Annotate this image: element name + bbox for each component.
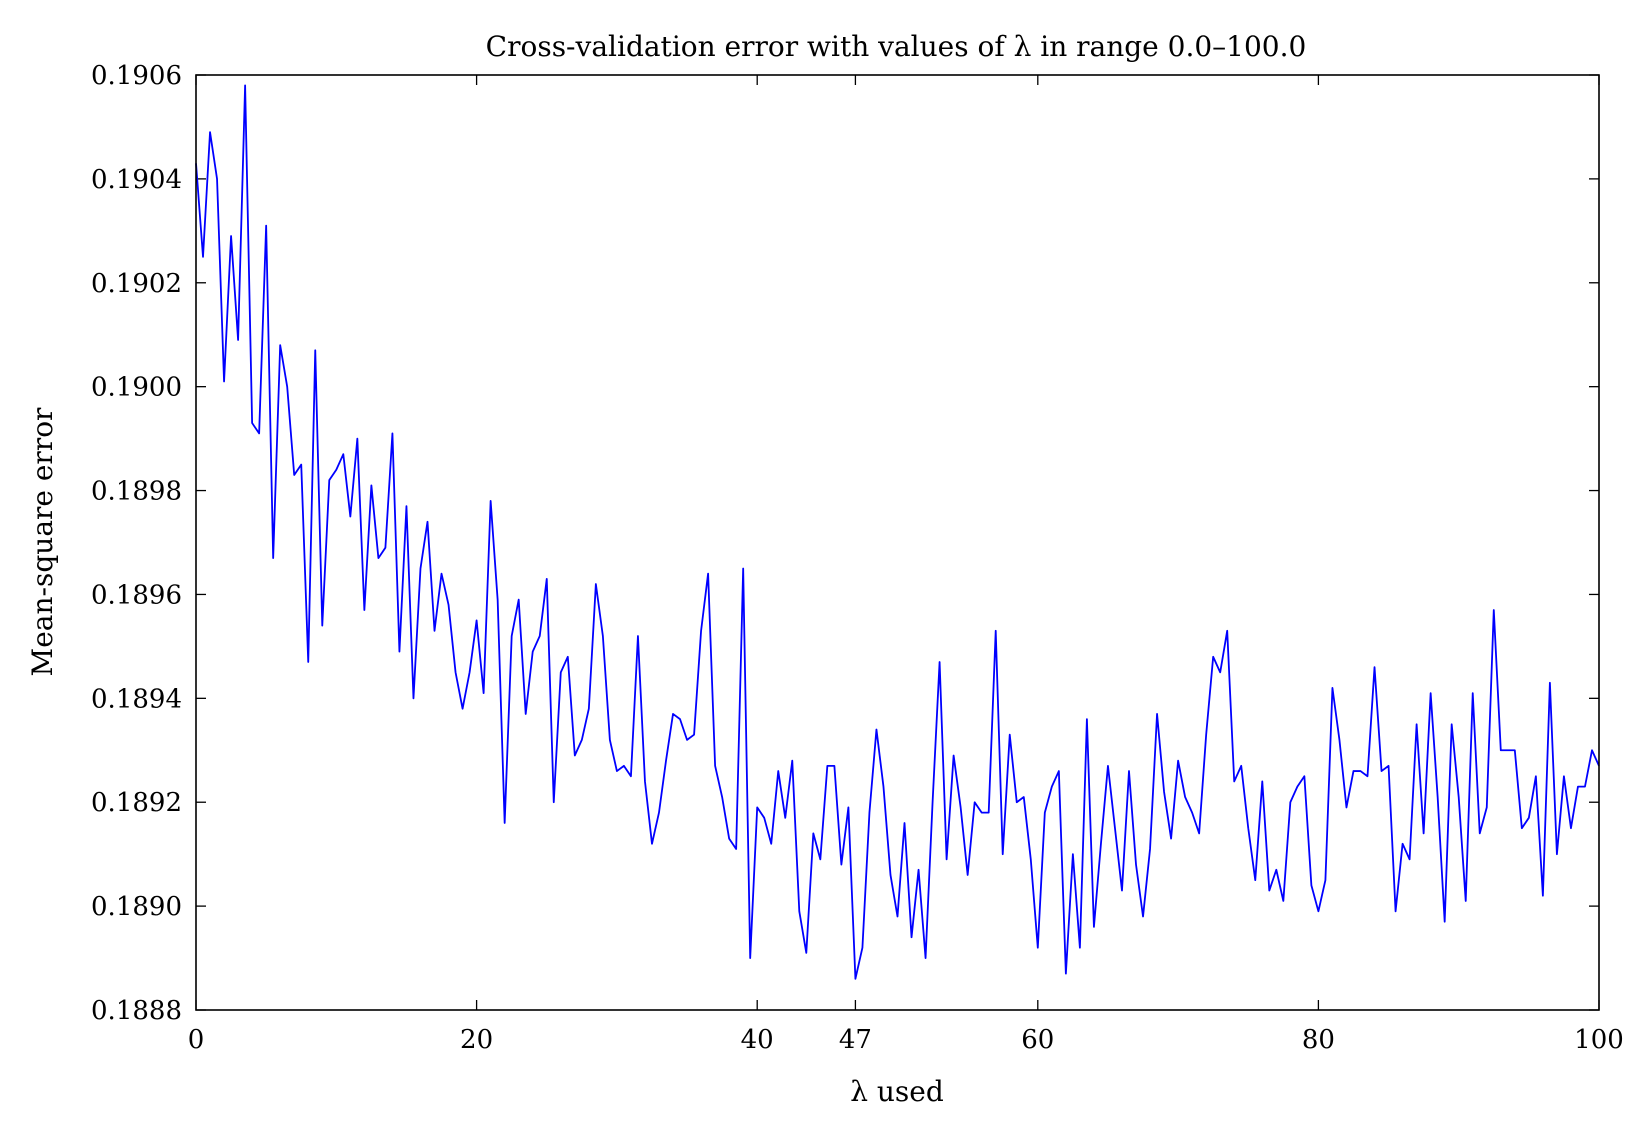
series-line-0 xyxy=(195,84,1600,980)
x-tick-label: 47 xyxy=(839,1025,872,1055)
x-tick-label: 100 xyxy=(1574,1025,1624,1055)
y-tick-label: 0.1896 xyxy=(91,580,182,610)
y-tick-label: 0.1888 xyxy=(91,996,182,1026)
y-tick-label: 0.1890 xyxy=(91,892,182,922)
plot-area: 0 20 40 47 60 80 100 0.18880.18900.18920.18940… xyxy=(91,61,1624,1055)
series-layer xyxy=(195,84,1600,980)
y-tick-label: 0.1902 xyxy=(91,269,182,299)
plot-frame xyxy=(195,74,1600,1011)
y-tick-label: 0.1906 xyxy=(91,61,182,91)
x-axis: 0 20 40 47 60 80 100 xyxy=(188,75,1624,1055)
y-tick-label: 0.1904 xyxy=(91,165,182,195)
y-tick-label: 0.1892 xyxy=(91,788,182,818)
y-tick-label: 0.1898 xyxy=(91,477,182,507)
x-tick-label: 60 xyxy=(1021,1025,1054,1055)
y-axis-label: Mean-square error xyxy=(26,407,59,677)
x-axis-label: λ used xyxy=(850,1075,944,1108)
y-axis: 0.1888 0.1890 0.1892 0.1894 0.1896 0.1898 0.19… xyxy=(91,61,1599,1026)
y-tick-label: 0.1900 xyxy=(91,373,182,403)
y-tick-label: 0.1894 xyxy=(91,684,182,714)
x-tick-label: 20 xyxy=(460,1025,493,1055)
x-tick-label: 0 xyxy=(188,1025,205,1055)
x-tick-label: 80 xyxy=(1302,1025,1335,1055)
x-tick-label: 40 xyxy=(741,1025,774,1055)
chart-title: Cross-validation error with values of λ … xyxy=(486,30,1307,63)
